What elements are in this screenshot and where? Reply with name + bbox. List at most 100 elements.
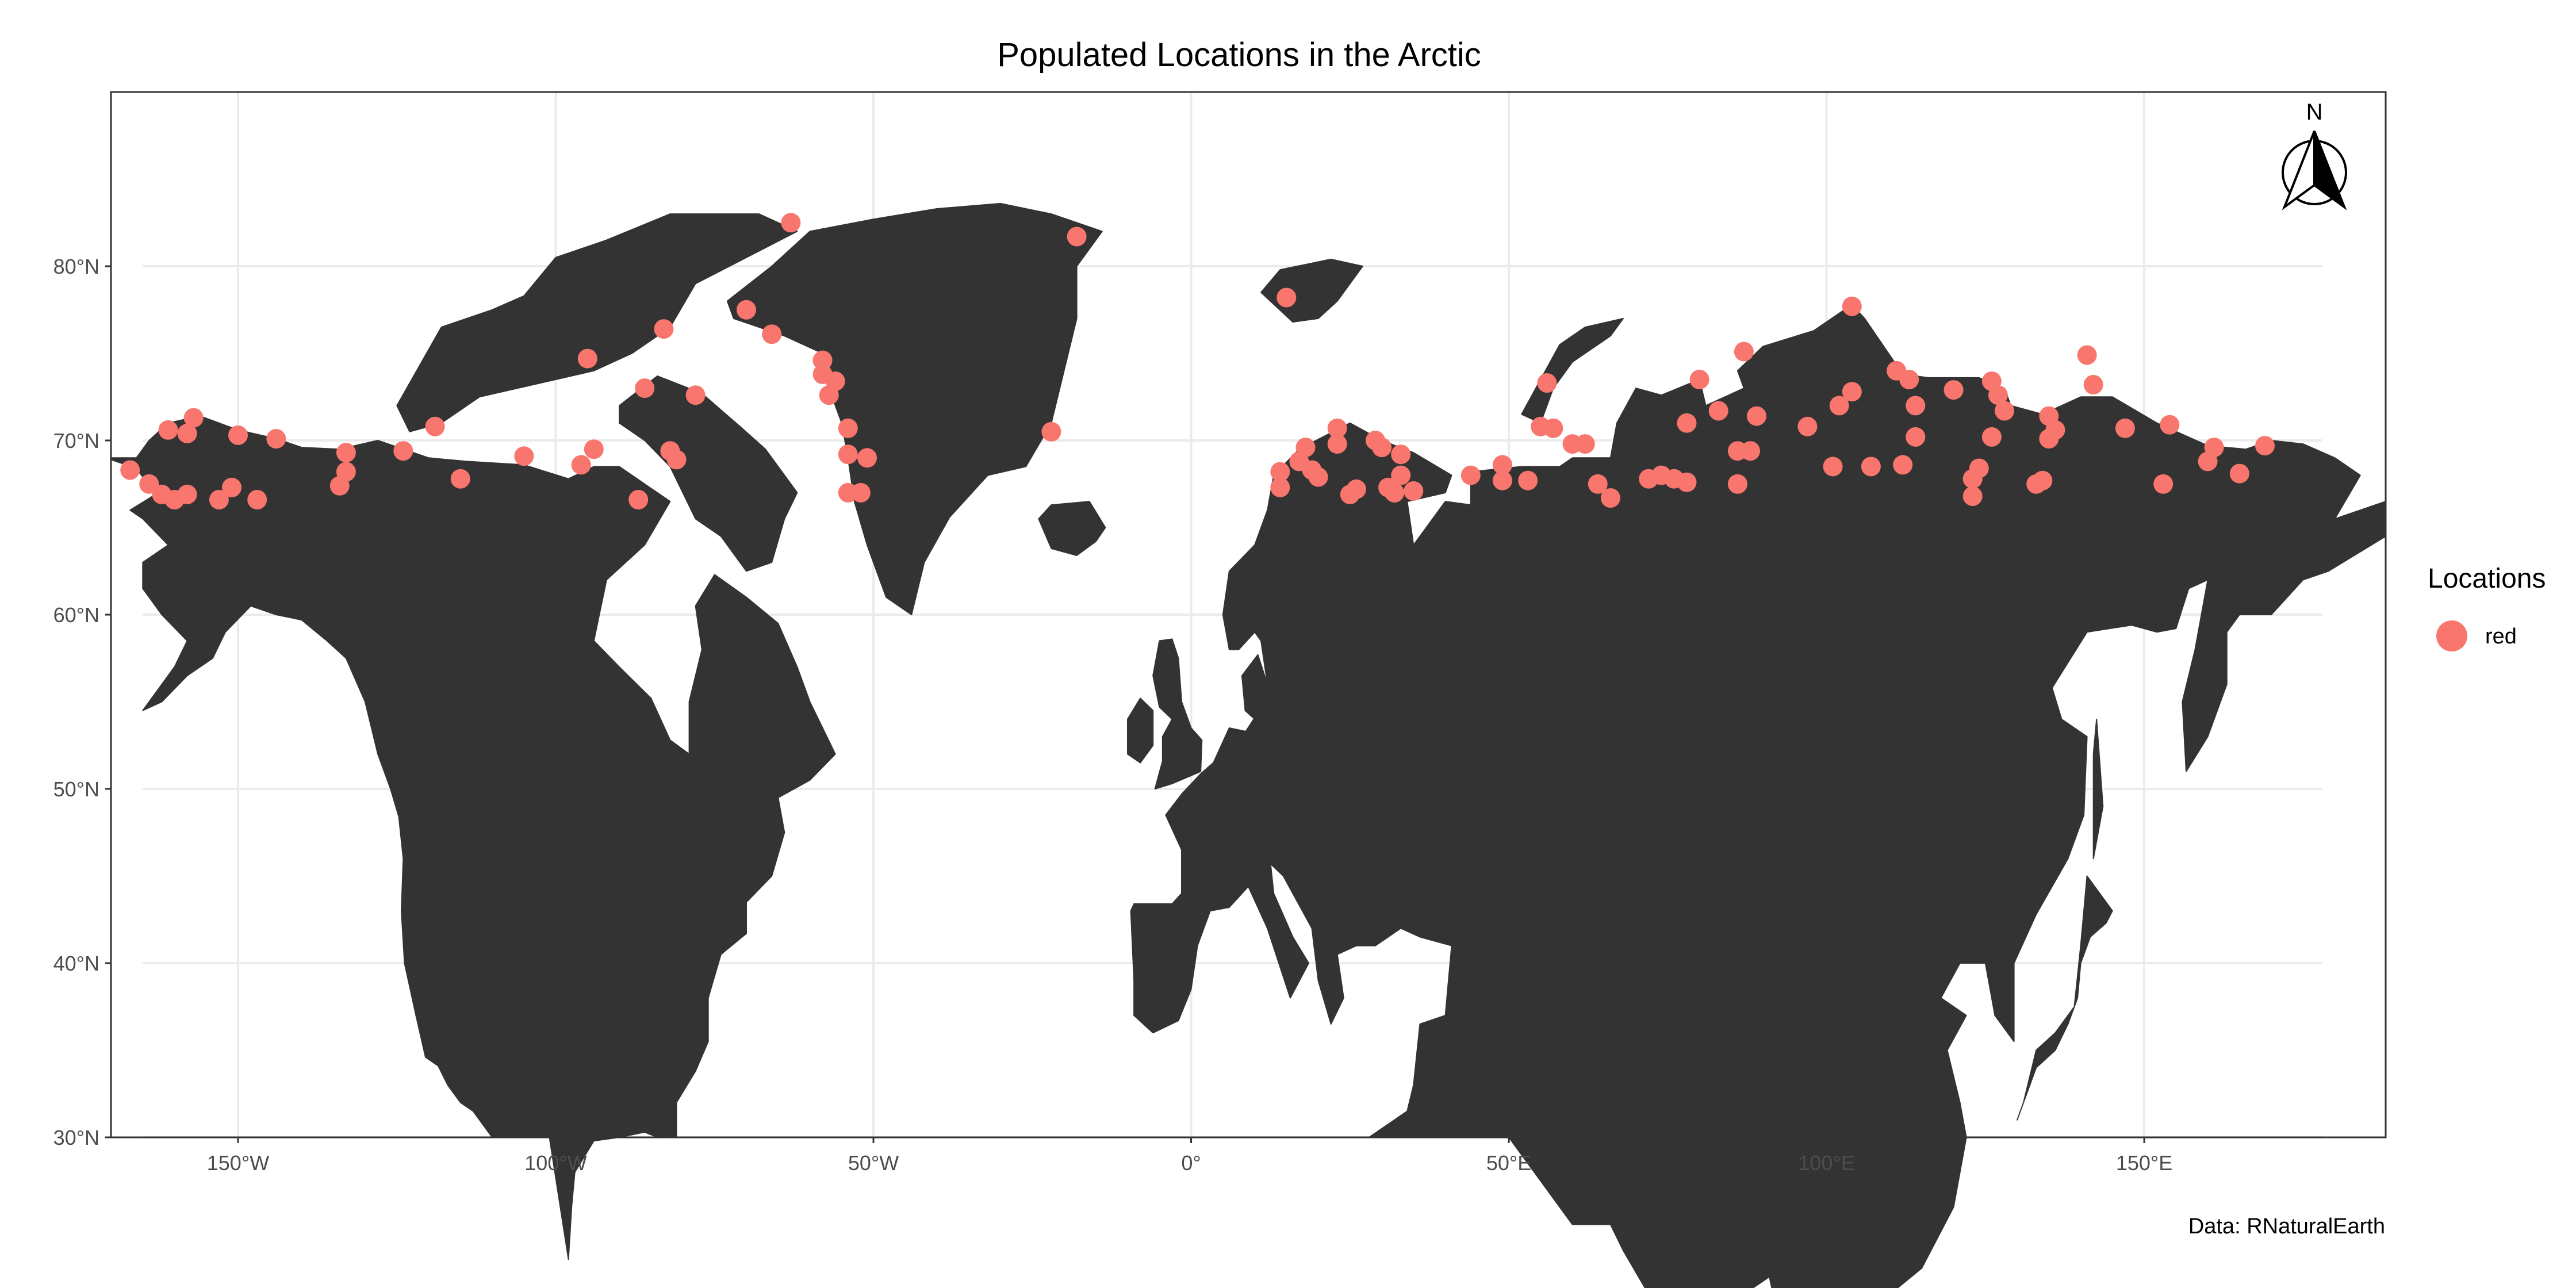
location-point-101 [1988,385,2008,405]
location-point-109 [2083,375,2103,394]
location-point-70 [1588,474,1608,494]
location-point-61 [1460,465,1481,485]
location-point-4 [177,484,197,504]
location-point-22 [577,348,597,369]
location-point-85 [1823,457,1843,477]
north-arrow-label: N [2306,99,2323,125]
land-svalbard [1260,258,1363,323]
location-point-43 [1276,288,1297,308]
land-sakhalin [2092,718,2104,860]
location-point-31 [762,324,782,344]
x-tick-label-4: 50°E [1486,1151,1531,1175]
land-kamchatka-coast [2017,875,2113,1121]
location-point-81 [1734,342,1754,362]
legend: Locations red [2428,564,2546,651]
location-point-112 [2160,415,2180,435]
location-point-37 [838,444,858,465]
legend-item-label: red [2485,624,2517,649]
location-point-7 [177,423,197,443]
land-novaya-zemlya [1521,317,1624,424]
location-point-94 [1906,427,1926,447]
north-arrow-icon: N [2282,99,2347,210]
land-masses [110,202,2386,1288]
map-title: Populated Locations in the Arctic [997,36,1481,74]
location-point-69 [1575,434,1595,454]
location-point-20 [571,455,591,475]
location-point-21 [584,439,604,459]
location-point-108 [2077,345,2097,365]
location-point-9 [222,477,241,497]
location-point-35 [825,371,845,391]
location-point-27 [660,441,680,461]
y-tick-label-5: 80°N [53,255,99,278]
axis-labels: 150°W 100°W 50°W 0° 50°E 100°E 150°E 30°N 40°N 50… [53,255,2173,1175]
location-point-44 [1270,462,1290,482]
location-point-91 [1893,455,1913,475]
location-point-102 [1995,401,2014,421]
location-point-0 [120,460,140,480]
location-point-49 [1308,467,1328,487]
x-tick-label-1: 100°W [524,1151,586,1175]
location-point-55 [1372,438,1392,458]
location-point-41 [1067,227,1087,247]
location-point-19 [514,446,534,466]
y-tick-label-4: 70°N [53,429,99,453]
x-tick-label-0: 150°W [207,1151,269,1175]
location-point-71 [1600,488,1620,508]
location-point-63 [1493,455,1512,475]
x-tick-label-3: 0° [1181,1151,1201,1175]
location-point-25 [654,319,674,339]
y-tick-label-3: 60°N [53,603,99,627]
location-point-40 [850,482,871,503]
land-iceland [1038,501,1106,556]
land-arctic-archipelago [396,213,798,432]
location-point-115 [2229,463,2249,484]
location-point-18 [450,469,470,489]
location-point-28 [685,385,706,405]
location-point-24 [635,378,655,398]
location-point-47 [1295,438,1316,458]
location-point-93 [1906,396,1926,416]
location-point-57 [1385,482,1405,503]
location-point-99 [1981,427,2002,447]
location-point-58 [1391,465,1411,485]
x-tick-label-2: 50°W [848,1151,899,1175]
location-point-86 [1829,396,1849,416]
location-point-66 [1537,373,1557,393]
location-point-23 [628,490,649,509]
location-point-89 [1861,457,1881,477]
location-point-62 [1493,470,1512,490]
location-point-17 [425,416,445,436]
location-points [120,213,2275,509]
location-point-39 [857,448,877,468]
location-point-77 [1689,370,1709,389]
location-point-29 [737,300,756,320]
y-tick-label-0: 30°N [53,1126,99,1149]
land-ireland [1127,697,1154,764]
location-point-15 [336,443,356,463]
location-point-11 [247,490,267,509]
location-point-78 [1708,401,1728,421]
location-point-8 [209,490,229,509]
y-tick-label-1: 40°N [53,952,99,975]
land-greenland [726,202,1103,615]
location-point-95 [1943,380,1964,400]
location-point-67 [1543,418,1563,438]
y-tick-label-2: 50°N [53,777,99,801]
location-point-87 [1842,382,1862,402]
location-point-59 [1391,444,1411,465]
location-point-5 [158,420,178,440]
location-point-92 [1899,370,1919,389]
x-tick-label-6: 150°E [2116,1151,2172,1175]
location-point-75 [1677,472,1697,492]
location-point-64 [1518,470,1538,490]
location-point-12 [266,429,286,448]
legend-key-point [2436,620,2467,651]
location-point-6 [183,408,204,428]
location-point-98 [1969,458,1989,478]
location-point-51 [1327,434,1347,454]
legend-title: Locations [2428,564,2546,594]
location-point-32 [812,350,833,370]
location-point-45 [1270,477,1290,497]
